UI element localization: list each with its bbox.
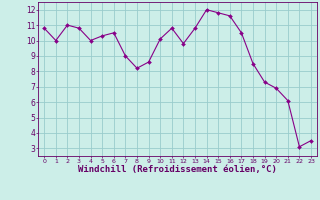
X-axis label: Windchill (Refroidissement éolien,°C): Windchill (Refroidissement éolien,°C) [78,165,277,174]
